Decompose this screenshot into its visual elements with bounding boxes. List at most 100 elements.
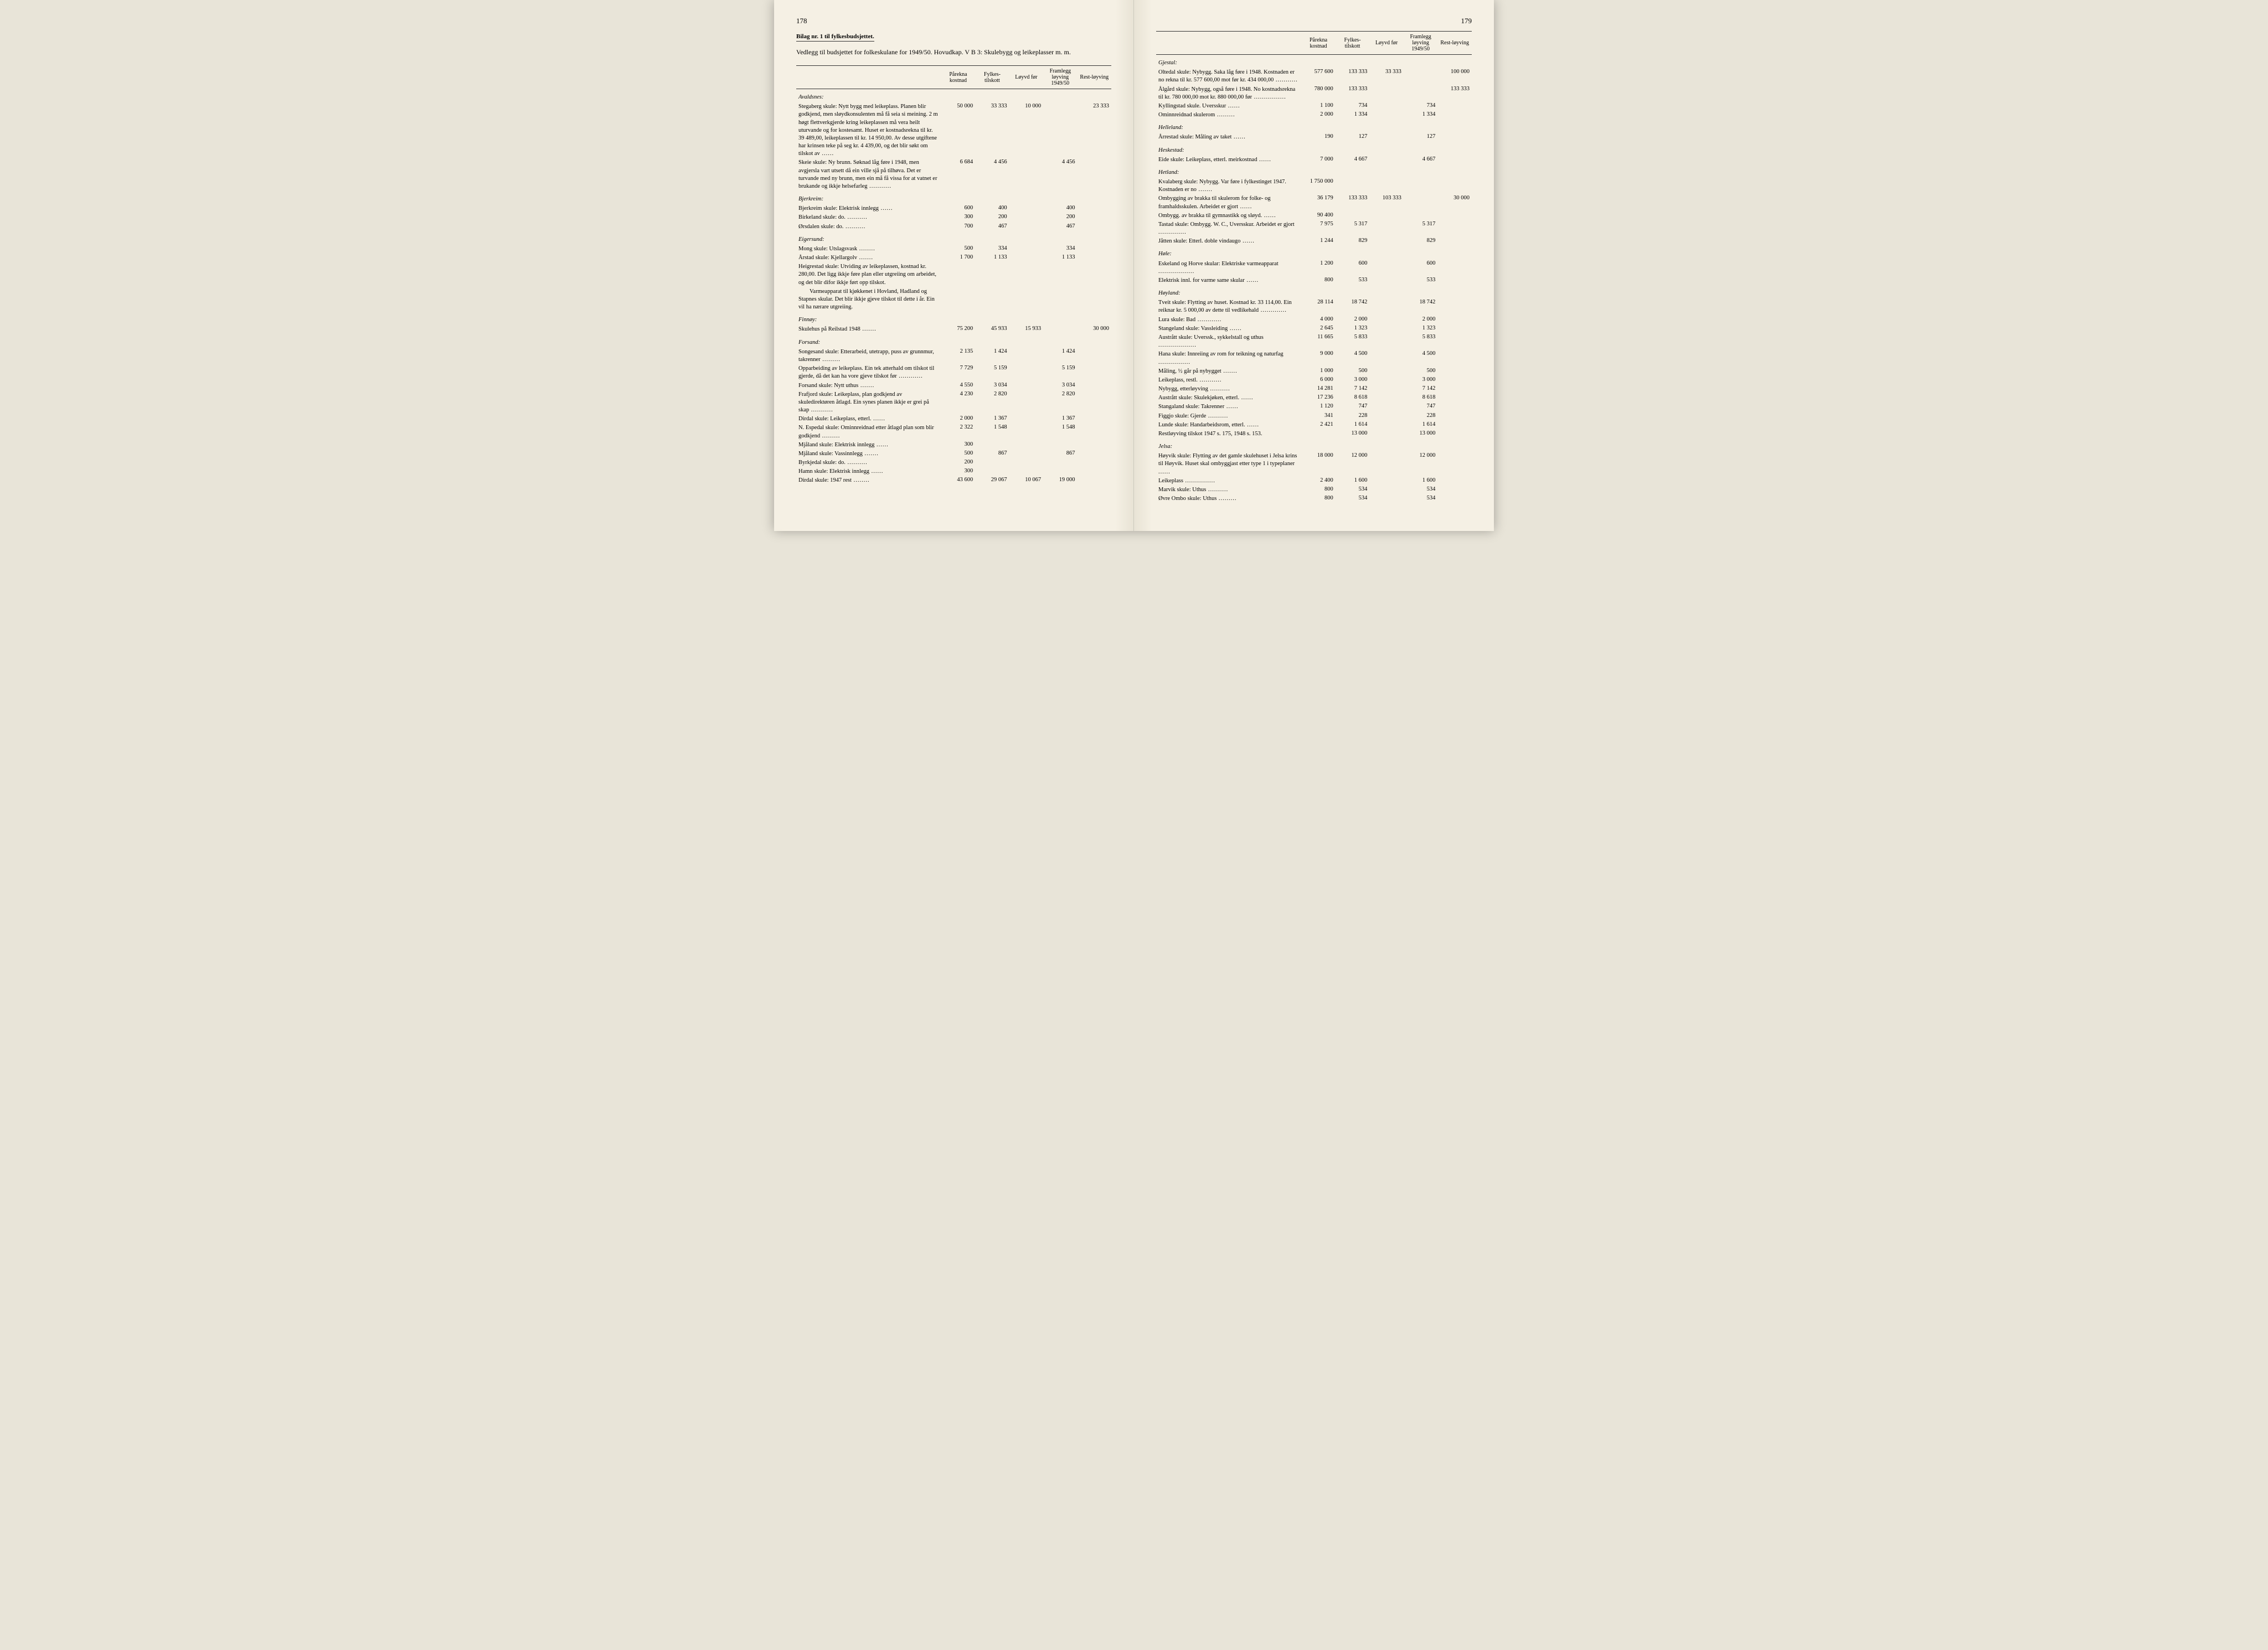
row-value: 534 (1404, 486, 1438, 494)
row-value (1009, 424, 1043, 440)
row-description: Ominnreidnad skulerom ......... (1156, 111, 1301, 120)
row-description: Byrkjedal skule: do. .......... (796, 458, 941, 467)
row-value: 500 (941, 245, 975, 254)
row-description: Birkeland skule: do. .......... (796, 213, 941, 222)
section-heading: Helleland: (1156, 120, 1301, 133)
row-value: 2 421 (1301, 421, 1336, 430)
row-value (1009, 415, 1043, 424)
row-description: Nybygg, etterløyving .......... (1156, 385, 1301, 394)
row-description: Hana skule: Innreiing av rom for teiknin… (1156, 350, 1301, 367)
row-value: 1 323 (1336, 324, 1370, 333)
row-description: Heigrestad skule: Utviding av leikeplass… (796, 262, 941, 287)
row-value: 4 456 (1043, 158, 1077, 191)
row-value: 45 933 (975, 325, 1009, 334)
row-value (1404, 212, 1438, 220)
row-value (1336, 178, 1370, 194)
row-value (1369, 430, 1404, 439)
row-value (1369, 333, 1404, 350)
row-value: 1 133 (1043, 254, 1077, 262)
row-value: 600 (1404, 260, 1438, 276)
row-description: Tastad skule: Ombygg. W. C., Uversskur. … (1156, 220, 1301, 237)
row-value: 33 333 (975, 102, 1009, 158)
row-description: Årstad skule: Kjellargolv ....... (796, 254, 941, 262)
row-value: 1 750 000 (1301, 178, 1336, 194)
row-value (1369, 178, 1404, 194)
row-description: Lura skule: Bad ............ (1156, 316, 1301, 324)
row-value: 7 000 (1301, 156, 1336, 164)
row-value: 2 000 (1336, 316, 1370, 324)
row-value: 3 034 (1043, 381, 1077, 390)
row-value: 7 142 (1336, 385, 1370, 394)
row-description: Stangaland skule: Takrenner ...... (1156, 403, 1301, 411)
row-value: 734 (1404, 102, 1438, 111)
row-value: 5 317 (1336, 220, 1370, 237)
row-value: 341 (1301, 412, 1336, 421)
row-description: Stangeland skule: Vassleiding ...... (1156, 324, 1301, 333)
row-value: 100 000 (1437, 68, 1472, 85)
col-header: Framlegg løyving 1949/50 (1404, 32, 1438, 55)
budget-table-right: Pårekna kostnad Fylkes-tilskott Løyvd fø… (1156, 31, 1472, 503)
row-value: 7 729 (941, 364, 975, 381)
row-value (1369, 220, 1404, 237)
col-header: Fylkes-tilskott (1336, 32, 1370, 55)
row-value (1078, 390, 1111, 415)
row-value (1369, 486, 1404, 494)
row-value (1009, 441, 1043, 450)
book-spread: 178 Bilag nr. 1 til fylkesbudsjettet. Ve… (774, 0, 1494, 531)
row-description: Austrått skule: Uverssk., sykkelstall og… (1156, 333, 1301, 350)
row-value (1437, 421, 1472, 430)
section-heading: Jelsa: (1156, 439, 1301, 452)
col-header: Pårekna kostnad (941, 66, 975, 89)
row-value (1369, 212, 1404, 220)
col-header: Pårekna kostnad (1301, 32, 1336, 55)
row-value (1009, 458, 1043, 467)
row-value: 30 000 (1437, 194, 1472, 211)
row-value (1369, 350, 1404, 367)
row-description: Hamn skule: Elektrisk innlegg ...... (796, 467, 941, 476)
row-description: Årrestad skule: Måling av taket ...... (1156, 133, 1301, 142)
row-value: 14 281 (1301, 385, 1336, 394)
row-value (1009, 450, 1043, 458)
row-value (975, 458, 1009, 467)
row-description: Jåtten skule: Etterl. doble vindaugo ...… (1156, 237, 1301, 246)
row-value: 2 400 (1301, 477, 1336, 486)
row-value (1369, 494, 1404, 503)
row-value: 75 200 (941, 325, 975, 334)
row-value: 5 833 (1404, 333, 1438, 350)
row-value (1437, 403, 1472, 411)
row-value (1009, 381, 1043, 390)
row-value (1437, 333, 1472, 350)
row-value (1009, 262, 1043, 287)
row-value: 534 (1404, 494, 1438, 503)
row-value (1078, 441, 1111, 450)
row-value (1437, 178, 1472, 194)
row-value (1437, 237, 1472, 246)
row-value (1369, 385, 1404, 394)
col-header: Rest-løyving (1437, 32, 1472, 55)
row-description: Leikeplass ............... (1156, 477, 1301, 486)
row-description: Øvre Ombo skule: Uthus ......... (1156, 494, 1301, 503)
row-value: 500 (941, 450, 975, 458)
row-description: Restløyving tilskot 1947 s. 175, 1948 s.… (1156, 430, 1301, 439)
row-value (1369, 477, 1404, 486)
row-value (1078, 424, 1111, 440)
row-description: Kvalaberg skule: Nybygg. Var føre i fylk… (1156, 178, 1301, 194)
row-value (1336, 212, 1370, 220)
row-value (1078, 348, 1111, 364)
row-value: 9 000 (1301, 350, 1336, 367)
row-value: 533 (1336, 276, 1370, 285)
row-value (1078, 254, 1111, 262)
row-value: 228 (1336, 412, 1370, 421)
row-value: 8 618 (1404, 394, 1438, 403)
section-heading: Heskestad: (1156, 142, 1301, 156)
row-value (1078, 287, 1111, 312)
row-value: 18 742 (1404, 298, 1438, 315)
page-number-right: 179 (1156, 17, 1472, 25)
row-value (1437, 477, 1472, 486)
row-value: 2 322 (941, 424, 975, 440)
section-heading: Hetland: (1156, 164, 1301, 178)
row-description: Dirdal skule: Leikeplass, etterl. ...... (796, 415, 941, 424)
row-value: 1 334 (1404, 111, 1438, 120)
row-value: 18 000 (1301, 452, 1336, 477)
row-value: 829 (1404, 237, 1438, 246)
